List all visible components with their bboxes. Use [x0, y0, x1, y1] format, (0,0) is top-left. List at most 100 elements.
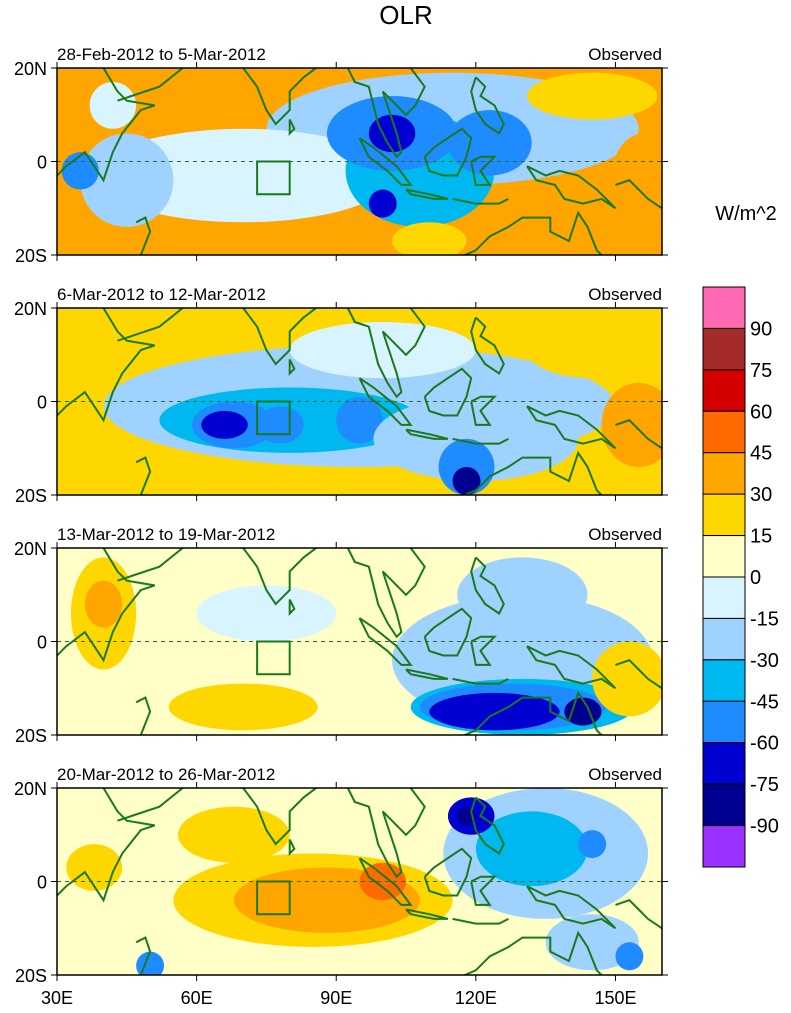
panel-3: 20N 0 20S 13-Mar-2012 to 19-Mar-2012 Observe… — [14, 525, 668, 746]
coastline — [288, 358, 296, 376]
colorbar-swatch — [702, 369, 746, 412]
y-tick-label: 0 — [37, 873, 47, 893]
anomaly-contour — [610, 133, 662, 227]
index-box — [256, 880, 291, 916]
coastline — [358, 857, 413, 906]
coastline — [526, 165, 617, 210]
coastline — [452, 197, 509, 205]
colorbar-swatch — [702, 286, 746, 329]
x-tick-label: 30E — [41, 988, 73, 1008]
panels: 20N 0 20S 28-Feb-2012 to 5-Mar-2012 Observed… — [14, 45, 668, 1008]
colorbar-label: 30 — [750, 484, 772, 506]
coastline — [526, 405, 617, 450]
coastline — [135, 936, 152, 975]
olr-field — [57, 68, 662, 255]
panel-source-label: Observed — [588, 285, 662, 304]
y-tick-label: 0 — [37, 633, 47, 653]
anomaly-contour — [75, 312, 132, 388]
panel-date-label: 13-Mar-2012 to 19-Mar-2012 — [57, 525, 275, 544]
anomaly-contour — [80, 133, 174, 227]
coastline — [405, 668, 449, 680]
anomaly-contour — [615, 942, 644, 971]
coastline — [346, 788, 426, 879]
coastline — [470, 395, 497, 426]
colorbar-swatch — [702, 493, 746, 537]
coastline — [615, 899, 662, 930]
coastline — [423, 127, 473, 177]
anomaly-contour — [457, 557, 588, 633]
coastline — [526, 885, 617, 930]
coastline — [239, 68, 318, 126]
anomaly-contour — [336, 396, 383, 444]
panel-1: 20N 0 20S 28-Feb-2012 to 5-Mar-2012 Observed — [14, 45, 668, 266]
colorbar-swatch — [702, 327, 746, 371]
panel-source-label: Observed — [588, 525, 662, 544]
index-box — [256, 160, 291, 196]
y-tick-label: 20N — [14, 539, 47, 559]
colorbar-swatch — [702, 825, 746, 868]
coastline — [452, 677, 509, 685]
y-tick-label: 0 — [37, 153, 47, 173]
coastline — [423, 367, 473, 417]
anomaly-contour — [89, 82, 137, 129]
coastline — [423, 607, 473, 657]
units-label: W/m^2 — [715, 203, 777, 225]
coastline — [358, 377, 413, 426]
x-tick-label: 120E — [455, 988, 497, 1008]
coastline — [452, 437, 509, 445]
coastline — [288, 838, 296, 856]
colorbar-label: 15 — [750, 526, 772, 548]
colorbar-swatch — [702, 700, 746, 744]
y-tick-label: 20S — [15, 486, 47, 506]
olr-field — [57, 548, 662, 735]
coastline — [470, 875, 497, 906]
coastline — [462, 450, 603, 495]
colorbar-label: 0 — [750, 567, 761, 589]
coastline — [423, 847, 473, 897]
y-tick-label: 20S — [15, 246, 47, 266]
coastline — [117, 788, 184, 822]
coastline — [615, 179, 662, 210]
y-tick-label: 20N — [14, 59, 47, 79]
y-tick-label: 20N — [14, 299, 47, 319]
y-tick-label: 20S — [15, 726, 47, 746]
anomaly-contour — [57, 462, 178, 495]
colorbar-label: 45 — [750, 443, 772, 465]
anomaly-contour — [592, 641, 662, 717]
coastline — [470, 635, 497, 666]
colorbar-label: -45 — [750, 691, 779, 713]
colorbar-label: 75 — [750, 360, 772, 382]
panel-2: 20N 0 20S 6-Mar-2012 to 12-Mar-2012 Observed — [14, 285, 668, 506]
coastline — [239, 788, 318, 846]
x-tick-label: 90E — [320, 988, 352, 1008]
x-tick-label: 60E — [181, 988, 213, 1008]
y-tick-label: 0 — [37, 393, 47, 413]
olr-field — [57, 308, 662, 495]
coastline — [615, 419, 662, 450]
anomaly-contour — [84, 580, 123, 628]
anomaly-contour — [527, 322, 658, 379]
x-tick-label: 150E — [594, 988, 636, 1008]
anomaly-contour — [373, 396, 579, 481]
coastline — [358, 137, 413, 186]
coastlines — [57, 548, 662, 735]
index-box — [256, 400, 291, 436]
colorbar-label: -30 — [750, 650, 779, 672]
anomaly-contour — [359, 862, 407, 901]
anomaly-contour — [447, 110, 532, 176]
panel-source-label: Observed — [588, 45, 662, 64]
colorbar: 90 75 60 45 30 15 0 -15 -30 -45 -60 -75 -90 — [702, 286, 779, 868]
x-axis-labels: 30E 60E 90E 120E 150E — [41, 988, 637, 1008]
coastline — [470, 556, 505, 615]
figure-title: OLR — [379, 0, 432, 30]
anomaly-contour — [368, 114, 416, 153]
colorbar-label: 90 — [750, 318, 772, 340]
colorbar-label: 60 — [750, 401, 772, 423]
coastline — [462, 930, 603, 975]
coastline — [405, 428, 449, 440]
colorbar-label: -90 — [750, 816, 779, 838]
coastline — [405, 908, 449, 920]
colorbar-swatch — [702, 742, 746, 785]
index-box — [256, 640, 291, 676]
